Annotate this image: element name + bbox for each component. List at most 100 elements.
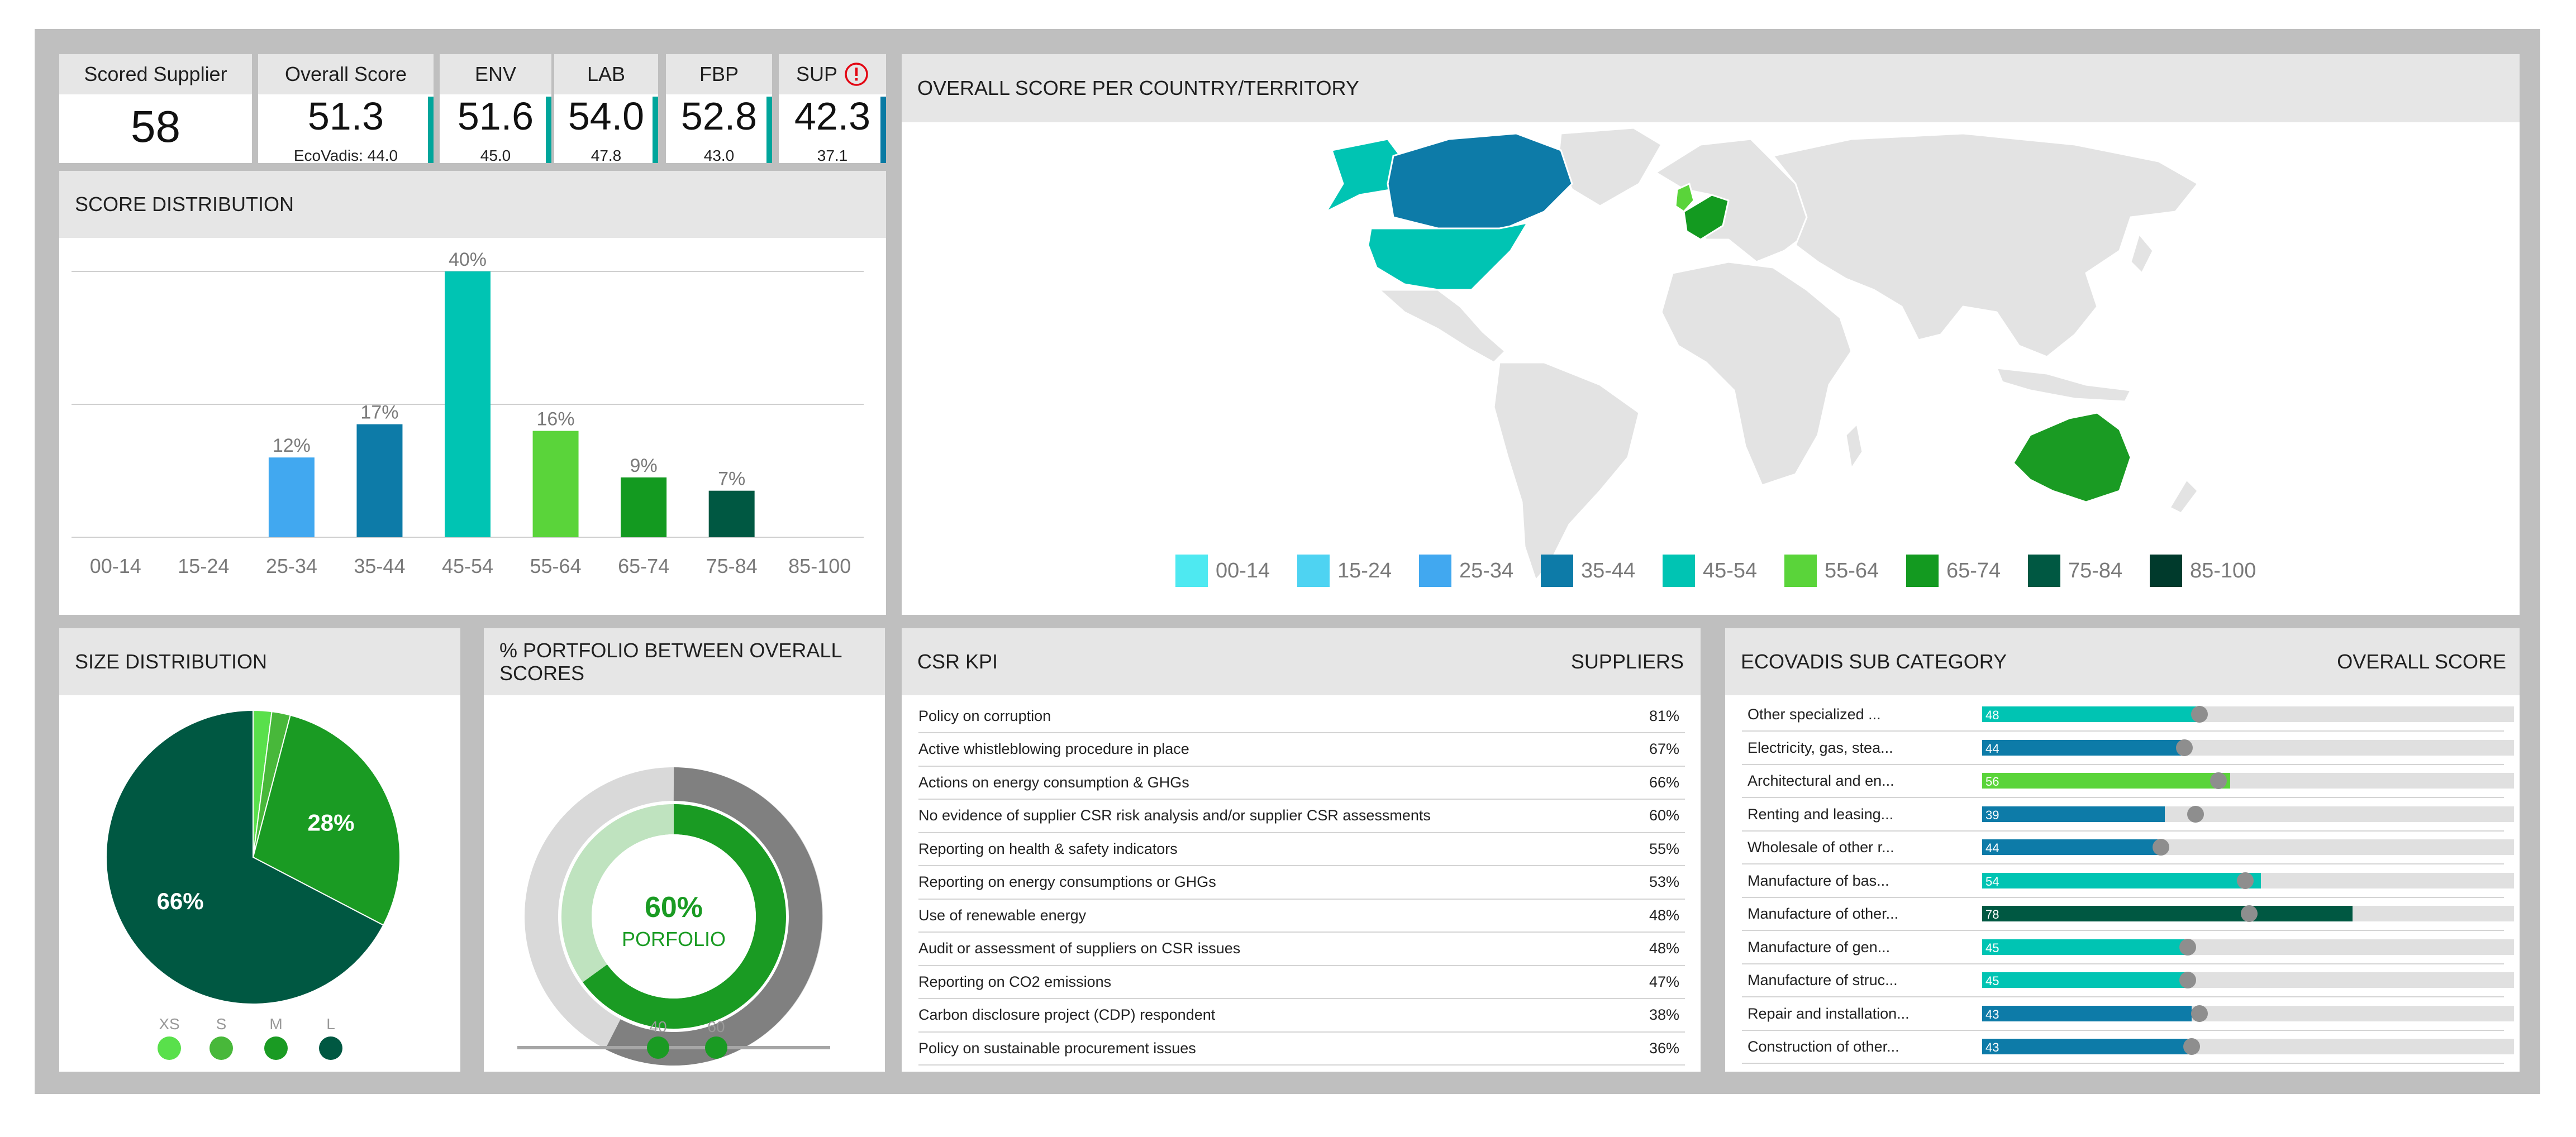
kpi-value: 54.0: [568, 94, 645, 138]
benchmark-marker: [2183, 1038, 2201, 1055]
subcategory-row[interactable]: Manufacture of gen... 45: [1742, 931, 2514, 964]
subcategory-row[interactable]: Architectural and en... 56: [1742, 765, 2514, 798]
portfolio-value: 60%: [645, 891, 703, 924]
kpi-benchmark: 47.8: [591, 147, 622, 164]
subcategory-row[interactable]: Manufacture of struc... 45: [1742, 964, 2514, 997]
kpi-ecovadis-benchmark: EcoVadis: 44.0: [293, 147, 398, 164]
legend-item-00-14[interactable]: 00-14: [1175, 555, 1270, 587]
kpi-value: 42.3: [794, 94, 871, 138]
kpi-label: Overall Score: [258, 54, 434, 94]
legend-swatch: [1419, 555, 1451, 587]
score-fill: 39: [1982, 806, 2165, 822]
portfolio-donut: 60% PORFOLIO 40 60: [517, 767, 830, 1066]
score-fill: 43: [1982, 1039, 2192, 1054]
pie-slice-M[interactable]: [252, 714, 401, 926]
csr-kpi-row[interactable]: Reporting on CO2 emissions 47%: [918, 966, 1685, 999]
panel-title: % PORTFOLIO BETWEEN OVERALL SCORES: [484, 628, 885, 695]
score-value: 56: [1985, 775, 1999, 789]
bar-label-25-34: 12%: [273, 435, 311, 456]
subcategory-row[interactable]: Manufacture of other... 78: [1742, 897, 2514, 931]
bar-55-64[interactable]: [532, 431, 579, 537]
legend-item-85-100[interactable]: 85-100: [2150, 555, 2256, 587]
bar-65-74[interactable]: [621, 477, 667, 537]
legend-item-75-84[interactable]: 75-84: [2028, 555, 2122, 587]
subcategory-label: Manufacture of struc...: [1748, 972, 1898, 988]
benchmark-marker: [2187, 805, 2204, 823]
csr-kpi-row[interactable]: Reporting on energy consumptions or GHGs…: [918, 866, 1685, 900]
x-tick-15-24: 15-24: [178, 555, 229, 577]
map-africa: [1660, 261, 1853, 486]
kpi-accent-bar: [766, 97, 772, 163]
kpi-env[interactable]: ENV 51.6 45.0: [440, 54, 551, 164]
kpi-accent-bar: [653, 97, 658, 163]
csr-kpi-value: 38%: [1649, 1006, 1679, 1023]
csr-kpi-row[interactable]: Policy on corruption 81%: [918, 700, 1685, 733]
subcategory-label: Electricity, gas, stea...: [1748, 739, 1893, 756]
pie-legend-dot-L[interactable]: [319, 1036, 342, 1060]
x-tick-85-100: 85-100: [788, 555, 851, 577]
csr-kpi-row[interactable]: Reporting on health & safety indicators 5…: [918, 833, 1685, 866]
legend-item-65-74[interactable]: 65-74: [1906, 555, 2001, 587]
subcategory-row[interactable]: Other specialized ... 48: [1742, 698, 2514, 732]
csr-kpi-label: Reporting on energy consumptions or GHGs: [918, 873, 1216, 890]
kpi-fbp[interactable]: FBP 52.8 43.0: [666, 54, 772, 164]
kpi-accent-bar: [880, 97, 886, 163]
map-uk: [1674, 182, 1695, 213]
legend-item-55-64[interactable]: 55-64: [1784, 555, 1879, 587]
subcategory-row[interactable]: Manufacture of bas... 54: [1742, 864, 2514, 898]
score-fill: 48: [1982, 706, 2199, 722]
legend-item-25-34[interactable]: 25-34: [1419, 555, 1513, 587]
alert-circle-icon[interactable]: [844, 62, 869, 87]
subcategory-row[interactable]: Electricity, gas, stea... 44: [1742, 732, 2514, 765]
legend-swatch: [1297, 555, 1330, 587]
bar-label-55-64: 16%: [537, 409, 575, 430]
score-fill: 44: [1982, 839, 2161, 855]
bar-25-34[interactable]: [268, 457, 315, 537]
map-canada: [1387, 132, 1573, 230]
slider-high-handle[interactable]: [705, 1036, 727, 1059]
legend-item-35-44[interactable]: 35-44: [1541, 555, 1635, 587]
subcategory-row[interactable]: Wholesale of other r... 44: [1742, 831, 2514, 864]
csr-kpi-row[interactable]: Carbon disclosure project (CDP) responde…: [918, 999, 1685, 1033]
bar-45-54[interactable]: [445, 271, 491, 537]
legend-item-15-24[interactable]: 15-24: [1297, 555, 1392, 587]
legend-label: 45-54: [1703, 558, 1758, 582]
pie-slice-L[interactable]: [106, 709, 384, 1005]
pie-legend-dot-XS[interactable]: [158, 1036, 181, 1060]
benchmark-marker: [2153, 839, 2170, 856]
bar-35-44[interactable]: [356, 424, 403, 537]
csr-kpi-row[interactable]: Audit or assessment of suppliers on CSR …: [918, 933, 1685, 966]
score-track: 43: [1982, 1005, 2514, 1022]
score-value: 48: [1985, 708, 1999, 722]
score-track: 44: [1982, 739, 2514, 756]
csr-kpi-row[interactable]: Active whistleblowing procedure in place…: [918, 733, 1685, 767]
kpi-sup[interactable]: SUP 42.3 37.1: [779, 54, 886, 164]
csr-kpi-row[interactable]: Actions on energy consumption & GHGs 66%: [918, 766, 1685, 800]
pie-legend-dot-S[interactable]: [209, 1036, 233, 1060]
csr-kpi-label: Reporting on health & safety indicators: [918, 840, 1178, 857]
pie-legend-label-M: M: [269, 1015, 282, 1033]
csr-kpi-value: 55%: [1649, 840, 1679, 857]
legend-label: 35-44: [1581, 558, 1636, 582]
panel-title: OVERALL SCORE PER COUNTRY/TERRITORY: [902, 54, 2520, 122]
subcategory-row[interactable]: Construction of other... 43: [1742, 1030, 2514, 1064]
csr-kpi-row[interactable]: Use of renewable energy 48%: [918, 899, 1685, 933]
kpi-overall-score[interactable]: Overall Score 51.3 EcoVadis: 44.0: [258, 54, 434, 164]
kpi-scored-supplier[interactable]: Scored Supplier 58: [59, 54, 252, 163]
kpi-lab[interactable]: LAB 54.0 47.8: [554, 54, 658, 164]
world-map[interactable]: [902, 122, 2520, 615]
pie-legend-label-S: S: [216, 1015, 227, 1033]
csr-kpi-row[interactable]: No evidence of supplier CSR risk analysi…: [918, 800, 1685, 833]
legend-label: 00-14: [1216, 558, 1270, 582]
legend-item-45-54[interactable]: 45-54: [1663, 555, 1757, 587]
slider-low-handle[interactable]: [647, 1036, 669, 1059]
subcategory-row[interactable]: Renting and leasing... 39: [1742, 798, 2514, 832]
bar-75-84[interactable]: [708, 490, 755, 537]
csr-kpi-row[interactable]: Policy on sustainable procurement issues…: [918, 1032, 1685, 1066]
subcategory-row[interactable]: Repair and installation... 43: [1742, 997, 2514, 1031]
pie-legend-label-XS: XS: [159, 1015, 179, 1033]
pie-legend-dot-M[interactable]: [264, 1036, 288, 1060]
x-tick-65-74: 65-74: [618, 555, 669, 577]
benchmark-marker: [2237, 872, 2254, 889]
subcategory-label: Manufacture of gen...: [1748, 938, 1891, 956]
